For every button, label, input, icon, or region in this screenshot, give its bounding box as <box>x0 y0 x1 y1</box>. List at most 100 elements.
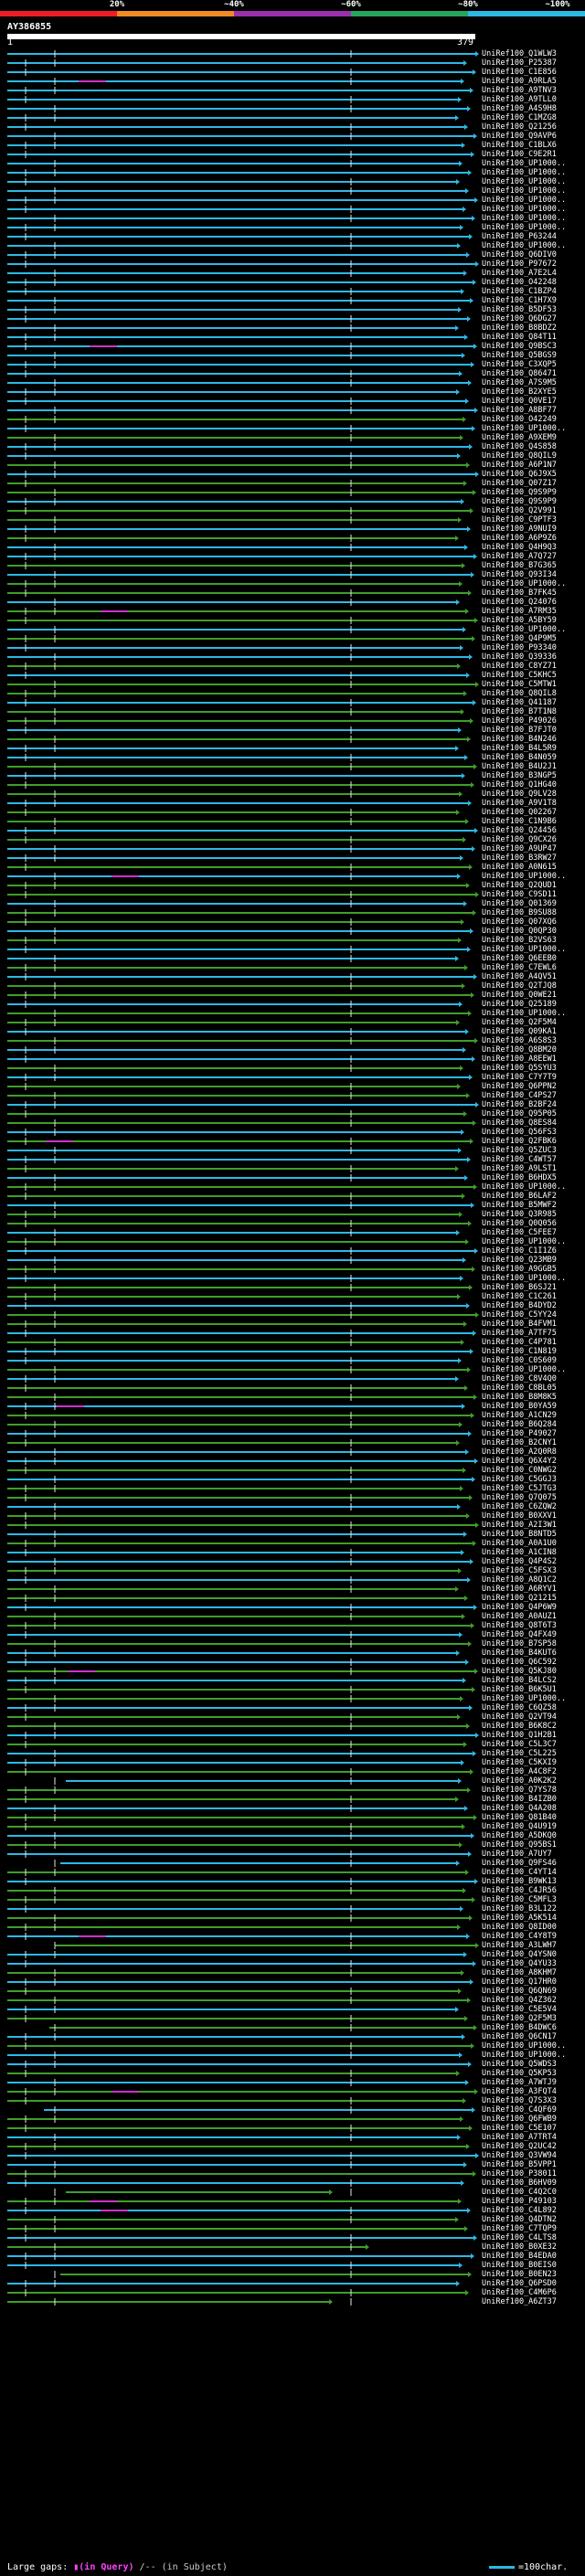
hit-label[interactable]: UniRef100_UP1000.. <box>482 424 567 433</box>
hit-track[interactable] <box>7 1613 465 1620</box>
hit-label[interactable]: UniRef100_A9GGB5 <box>482 1265 557 1274</box>
hit-track[interactable] <box>7 937 462 944</box>
hit-label[interactable]: UniRef100_B4KUT6 <box>482 1648 557 1658</box>
hit-label[interactable]: UniRef100_C9E2R1 <box>482 150 557 159</box>
hit-track[interactable] <box>7 270 467 277</box>
hit-track[interactable] <box>7 471 479 478</box>
hit-track[interactable] <box>7 608 469 615</box>
hit-label[interactable]: UniRef100_C4M6P6 <box>482 2288 557 2297</box>
hit-track[interactable] <box>7 1713 461 1721</box>
hit-track[interactable] <box>7 343 477 350</box>
hit-label[interactable]: UniRef100_B4FVM1 <box>482 1320 557 1329</box>
hit-label[interactable]: UniRef100_A7RM35 <box>482 607 557 616</box>
hit-track[interactable] <box>7 800 472 807</box>
hit-label[interactable]: UniRef100_B7SP58 <box>482 1639 557 1648</box>
hit-label[interactable]: UniRef100_A8KHM7 <box>482 1968 557 1977</box>
hit-track[interactable] <box>7 827 478 834</box>
hit-label[interactable]: UniRef100_C8V4Q0 <box>482 1374 557 1383</box>
hit-label[interactable]: UniRef100_B4L5R9 <box>482 744 557 753</box>
hit-track[interactable] <box>7 133 477 140</box>
hit-track[interactable] <box>7 123 468 131</box>
hit-label[interactable]: UniRef100_A2I3W1 <box>482 1521 557 1530</box>
hit-label[interactable]: UniRef100_UP1000.. <box>482 945 567 954</box>
hit-label[interactable]: UniRef100_Q9S9P9 <box>482 497 557 506</box>
hit-label[interactable]: UniRef100_Q9LV28 <box>482 790 557 799</box>
hit-track[interactable] <box>7 2161 467 2168</box>
hit-track[interactable] <box>7 114 459 122</box>
hit-label[interactable]: UniRef100_Q4P6W9 <box>482 1603 557 1612</box>
hit-label[interactable]: UniRef100_A4S9H8 <box>482 104 557 113</box>
hit-label[interactable]: UniRef100_C1N9B6 <box>482 817 557 826</box>
hit-track[interactable] <box>7 2006 459 2013</box>
hit-label[interactable]: UniRef100_A9LST1 <box>482 1164 557 1173</box>
hit-track[interactable] <box>54 1860 460 1867</box>
hit-label[interactable]: UniRef100_Q2F5M3 <box>482 2014 557 2023</box>
hit-label[interactable]: UniRef100_B6LAF2 <box>482 1192 557 1201</box>
hit-label[interactable]: UniRef100_Q25189 <box>482 1000 557 1009</box>
hit-track[interactable] <box>7 169 472 176</box>
hit-label[interactable]: UniRef100_Q1WLW3 <box>482 49 557 58</box>
hit-track[interactable] <box>7 1010 472 1017</box>
hit-track[interactable] <box>7 196 478 204</box>
hit-label[interactable]: UniRef100_Q6PSD0 <box>482 2279 557 2288</box>
hit-label[interactable]: UniRef100_UP1000.. <box>482 186 567 196</box>
hit-label[interactable]: UniRef100_A8BF77 <box>482 406 557 415</box>
hit-label[interactable]: UniRef100_A9UP47 <box>482 844 557 853</box>
hit-label[interactable]: UniRef100_B7T1N8 <box>482 707 557 716</box>
hit-track[interactable] <box>7 324 459 332</box>
hit-label[interactable]: UniRef100_Q95P05 <box>482 1109 557 1118</box>
hit-track[interactable] <box>7 105 471 112</box>
hit-label[interactable]: UniRef100_C4PS27 <box>482 1091 557 1100</box>
hit-label[interactable]: UniRef100_UP1000.. <box>482 177 567 186</box>
hit-label[interactable]: UniRef100_A8Q1C2 <box>482 1575 557 1585</box>
hit-label[interactable]: UniRef100_Q21256 <box>482 122 557 132</box>
hit-label[interactable]: UniRef100_A7TF75 <box>482 1329 557 1338</box>
hit-label[interactable]: UniRef100_C7EWL6 <box>482 963 557 972</box>
hit-label[interactable]: UniRef100_Q6J9X5 <box>482 470 557 479</box>
hit-track[interactable] <box>7 507 473 514</box>
hit-track[interactable] <box>7 1531 467 1538</box>
hit-track[interactable] <box>7 2015 468 2022</box>
hit-track[interactable] <box>7 589 472 597</box>
hit-label[interactable]: UniRef100_Q8T6T3 <box>482 1621 557 1630</box>
hit-track[interactable] <box>7 2243 369 2251</box>
hit-label[interactable]: UniRef100_Q5KJ80 <box>482 1667 557 1676</box>
hit-label[interactable]: UniRef100_Q5ZUC3 <box>482 1146 557 1155</box>
hit-label[interactable]: UniRef100_C6QZ58 <box>482 1703 557 1712</box>
hit-label[interactable]: UniRef100_B2CNY1 <box>482 1438 557 1447</box>
hit-label[interactable]: UniRef100_A0K2K2 <box>482 1776 557 1786</box>
hit-track[interactable] <box>7 1065 463 1072</box>
hit-track[interactable] <box>7 1914 473 1922</box>
hit-label[interactable]: UniRef100_C5E5V4 <box>482 2005 557 2014</box>
hit-label[interactable]: UniRef100_Q9AVP6 <box>482 132 557 141</box>
hit-track[interactable] <box>7 1083 461 1090</box>
hit-label[interactable]: UniRef100_UP1000.. <box>482 625 567 634</box>
hit-track[interactable] <box>7 1110 467 1118</box>
hit-track[interactable] <box>7 544 468 551</box>
hit-label[interactable]: UniRef100_Q2QUD1 <box>482 881 557 890</box>
hit-track[interactable] <box>7 2198 462 2205</box>
hit-track[interactable] <box>7 2262 463 2269</box>
hit-track[interactable] <box>7 1659 469 1666</box>
hit-label[interactable]: UniRef100_Q02267 <box>482 808 557 817</box>
hit-label[interactable]: UniRef100_Q3VW94 <box>482 2151 557 2160</box>
hit-label[interactable]: UniRef100_UP1000.. <box>482 579 567 588</box>
hit-label[interactable]: UniRef100_B4U2J1 <box>482 762 557 771</box>
hit-label[interactable]: UniRef100_O42249 <box>482 415 557 424</box>
hit-label[interactable]: UniRef100_C5JTG3 <box>482 1484 557 1493</box>
hit-track[interactable] <box>7 1339 464 1346</box>
hit-label[interactable]: UniRef100_Q2FBK6 <box>482 1137 557 1146</box>
hit-track[interactable] <box>7 78 464 85</box>
hit-label[interactable]: UniRef100_UP1000.. <box>482 2051 567 2060</box>
hit-label[interactable]: UniRef100_C5L225 <box>482 1749 557 1758</box>
hit-label[interactable]: UniRef100_Q2V991 <box>482 506 557 515</box>
hit-label[interactable]: UniRef100_B4DWC6 <box>482 2023 557 2032</box>
hit-track[interactable] <box>7 891 479 898</box>
hit-label[interactable]: UniRef100_A8EEW1 <box>482 1055 557 1064</box>
hit-label[interactable]: UniRef100_Q39336 <box>482 652 557 662</box>
hit-track[interactable] <box>7 1805 468 1812</box>
hit-track[interactable] <box>7 1375 459 1383</box>
hit-track[interactable] <box>7 379 472 387</box>
hit-label[interactable]: UniRef100_C4Y8T9 <box>482 1932 557 1941</box>
hit-label[interactable]: UniRef100_C5L3C7 <box>482 1740 557 1749</box>
